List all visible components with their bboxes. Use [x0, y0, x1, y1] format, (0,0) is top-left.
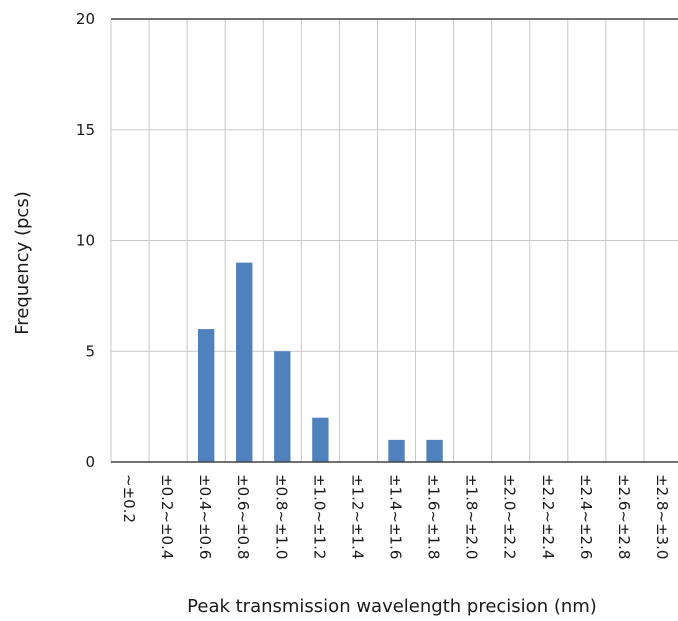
gridlines: [110, 19, 678, 462]
x-tick-label: ±1.0~±1.2: [310, 474, 328, 559]
bars: [197, 262, 443, 462]
x-tick-label: ±2.8~±3.0: [653, 474, 671, 559]
bar: [274, 351, 291, 462]
y-tick-label: 15: [76, 121, 95, 139]
axes: [111, 18, 678, 463]
x-tick-label: ~±0.2: [120, 474, 138, 523]
x-tick-label: ±0.2~±0.4: [158, 474, 176, 559]
y-tick-label: 5: [85, 342, 95, 360]
x-tick-label: ±0.6~±0.8: [234, 474, 252, 559]
y-tick-label: 20: [76, 10, 95, 28]
y-axis-title: Frequency (pcs): [12, 191, 33, 334]
x-tick-label: ±2.0~±2.2: [501, 474, 519, 559]
bar: [388, 439, 405, 462]
x-tick-label: ±0.4~±0.6: [196, 474, 214, 559]
x-tick-label: ±1.4~±1.6: [387, 474, 405, 559]
x-tick-label: ±2.4~±2.6: [577, 474, 595, 559]
x-tick-label: ±0.8~±1.0: [272, 474, 290, 559]
y-tick-labels: 0 5 10 15 20: [76, 10, 95, 471]
x-tick-labels: ~±0.2 ±0.2~±0.4 ±0.4~±0.6 ±0.6~±0.8 ±0.8~±1.…: [120, 474, 671, 559]
bar: [426, 439, 443, 462]
x-tick-label: ±1.6~±1.8: [425, 474, 443, 559]
y-tick-label: 0: [85, 453, 95, 471]
x-tick-label: ±2.6~±2.8: [615, 474, 633, 559]
bar: [236, 262, 253, 462]
x-axis-title: Peak transmission wavelength precision (…: [187, 596, 597, 617]
x-tick-label: ±1.2~±1.4: [348, 474, 366, 559]
bar: [312, 417, 329, 462]
x-tick-label: ±1.8~±2.0: [463, 474, 481, 559]
y-tick-label: 10: [76, 232, 95, 250]
x-tick-label: ±2.2~±2.4: [539, 474, 557, 559]
bar: [197, 329, 215, 462]
